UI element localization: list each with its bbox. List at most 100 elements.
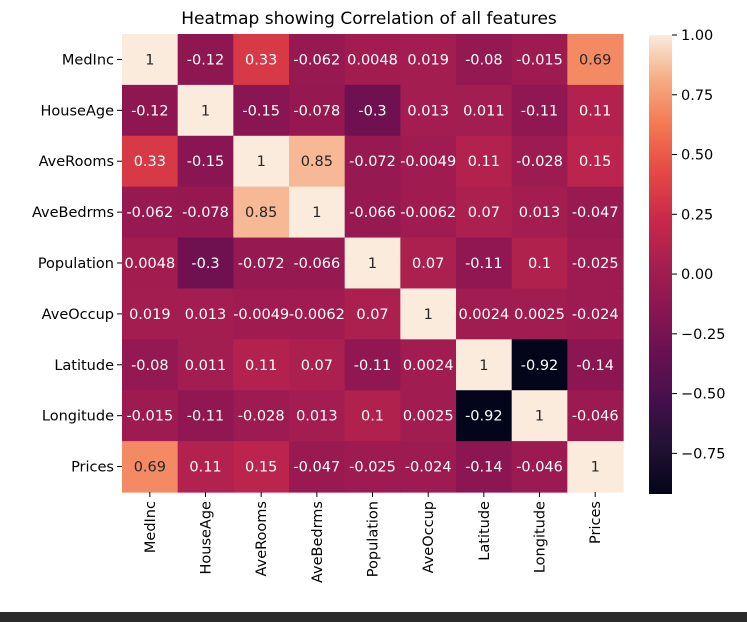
heatmap-cell bbox=[344, 441, 401, 493]
heatmap-cell bbox=[233, 339, 290, 391]
cell-value-label: 0.15 bbox=[579, 154, 611, 170]
heatmap-cell bbox=[233, 288, 290, 340]
colorbar-tick-label: 0.75 bbox=[681, 88, 713, 104]
row-label: AveBedrms bbox=[32, 205, 114, 221]
heatmap-cell bbox=[344, 288, 401, 340]
column-label: Longitude bbox=[533, 501, 549, 573]
cell-value-label: 0.013 bbox=[296, 409, 338, 425]
cell-value-label: -0.08 bbox=[465, 52, 503, 68]
colorbar-tick-label: 0.50 bbox=[681, 148, 713, 164]
heatmap-cell bbox=[177, 135, 234, 188]
cell-value-label: 0.0048 bbox=[124, 256, 175, 272]
colorbar-tick-label: 0.00 bbox=[681, 267, 713, 283]
colorbar: 1.00 0.75 0.50 0.25 0.00 −0.25 −0.50 −0.75 bbox=[649, 28, 725, 494]
column-label: Population bbox=[366, 501, 382, 577]
heatmap-cell bbox=[511, 441, 568, 493]
cell-value-label: 0.0024 bbox=[458, 307, 509, 323]
heatmap-cell bbox=[122, 84, 179, 137]
heatmap-cell bbox=[122, 237, 179, 290]
heatmap-cell bbox=[567, 34, 624, 86]
window-bottom-edge bbox=[0, 612, 747, 622]
cell-value-label: -0.11 bbox=[354, 358, 392, 374]
heatmap-cell bbox=[289, 135, 346, 188]
heatmap-cell bbox=[289, 441, 346, 493]
heatmap-cell bbox=[456, 186, 513, 239]
cell-value-label: -0.015 bbox=[516, 52, 563, 68]
cell-value-label: -0.0062 bbox=[400, 205, 456, 221]
cell-value-label: -0.12 bbox=[187, 52, 225, 68]
cell-value-label: -0.025 bbox=[349, 460, 396, 476]
cell-value-label: 0.07 bbox=[412, 256, 444, 272]
cell-value-label: 1 bbox=[479, 358, 488, 374]
heatmap-cell bbox=[233, 237, 290, 290]
row-label: Longitude bbox=[42, 409, 114, 425]
cell-value-label: 0.33 bbox=[245, 52, 277, 68]
cell-value-label: 0.011 bbox=[185, 358, 227, 374]
cell-value-label: -0.028 bbox=[238, 409, 285, 425]
heatmap-cell bbox=[567, 288, 624, 340]
cell-value-label: 0.019 bbox=[407, 52, 449, 68]
heatmap-cell bbox=[233, 84, 290, 137]
heatmap-cell bbox=[289, 84, 346, 137]
cell-value-label: 0.013 bbox=[407, 103, 449, 119]
cell-value-label: 0.013 bbox=[185, 307, 227, 323]
heatmap-cell bbox=[400, 135, 457, 188]
heatmap-cell bbox=[177, 84, 234, 137]
cell-value-label: 0.85 bbox=[301, 154, 333, 170]
heatmap-cell bbox=[122, 34, 179, 86]
cell-value-label: 0.011 bbox=[463, 103, 505, 119]
cell-value-label: 1 bbox=[257, 154, 266, 170]
cell-value-label: 0.07 bbox=[356, 307, 388, 323]
cell-value-label: -0.062 bbox=[126, 205, 173, 221]
row-label: Prices bbox=[71, 460, 114, 476]
heatmap-cell bbox=[511, 288, 568, 340]
heatmap-cell bbox=[511, 339, 568, 391]
heatmap-cells bbox=[122, 34, 624, 493]
heatmap-cell bbox=[400, 441, 457, 493]
heatmap-cell-labels: 1 -0.12 0.33 -0.062 0.0048 0.019 -0.08 -0.015 0.… bbox=[124, 52, 618, 475]
heatmap-cell bbox=[456, 441, 513, 493]
heatmap-cell bbox=[289, 339, 346, 391]
cell-value-label: 1 bbox=[591, 460, 600, 476]
column-label: Prices bbox=[588, 501, 604, 544]
cell-value-label: 1 bbox=[312, 205, 321, 221]
row-label: MedInc bbox=[62, 52, 114, 68]
cell-value-label: -0.078 bbox=[293, 103, 340, 119]
cell-value-label: 0.11 bbox=[579, 103, 611, 119]
heatmap-cell bbox=[289, 237, 346, 290]
heatmap-cell bbox=[344, 84, 401, 137]
column-label: AveBedrms bbox=[310, 501, 326, 583]
heatmap-cell bbox=[511, 34, 568, 86]
cell-value-label: 1 bbox=[424, 307, 433, 323]
heatmap-cell bbox=[177, 390, 234, 442]
row-label: AveRooms bbox=[39, 154, 114, 170]
heatmap-cell bbox=[177, 288, 234, 340]
heatmap-cell bbox=[456, 339, 513, 391]
cell-value-label: -0.0049 bbox=[233, 307, 289, 323]
cell-value-label: -0.024 bbox=[405, 460, 452, 476]
cell-value-label: -0.047 bbox=[572, 205, 619, 221]
heatmap-cell bbox=[177, 186, 234, 239]
heatmap-cell bbox=[400, 390, 457, 442]
row-label: Latitude bbox=[54, 358, 114, 374]
cell-value-label: -0.078 bbox=[182, 205, 229, 221]
row-label: Population bbox=[38, 256, 114, 272]
cell-value-label: -0.046 bbox=[572, 409, 619, 425]
column-label: HouseAge bbox=[199, 501, 215, 575]
cell-value-label: 0.1 bbox=[361, 409, 384, 425]
cell-value-label: 0.1 bbox=[528, 256, 551, 272]
row-label: HouseAge bbox=[41, 103, 115, 119]
heatmap-cell bbox=[122, 288, 179, 340]
colorbar-tick-label: −0.75 bbox=[681, 446, 725, 462]
cell-value-label: -0.11 bbox=[465, 256, 503, 272]
heatmap-cell bbox=[344, 186, 401, 239]
chart-title: Heatmap showing Correlation of all featu… bbox=[181, 9, 557, 29]
heatmap-cell bbox=[233, 186, 290, 239]
heatmap-cell bbox=[456, 390, 513, 442]
colorbar-gradient bbox=[649, 35, 672, 494]
cell-value-label: 0.15 bbox=[245, 460, 277, 476]
column-label: AveOccup bbox=[421, 501, 437, 573]
cell-value-label: -0.08 bbox=[131, 358, 169, 374]
heatmap-cell bbox=[233, 390, 290, 442]
heatmap-cell bbox=[177, 237, 234, 290]
